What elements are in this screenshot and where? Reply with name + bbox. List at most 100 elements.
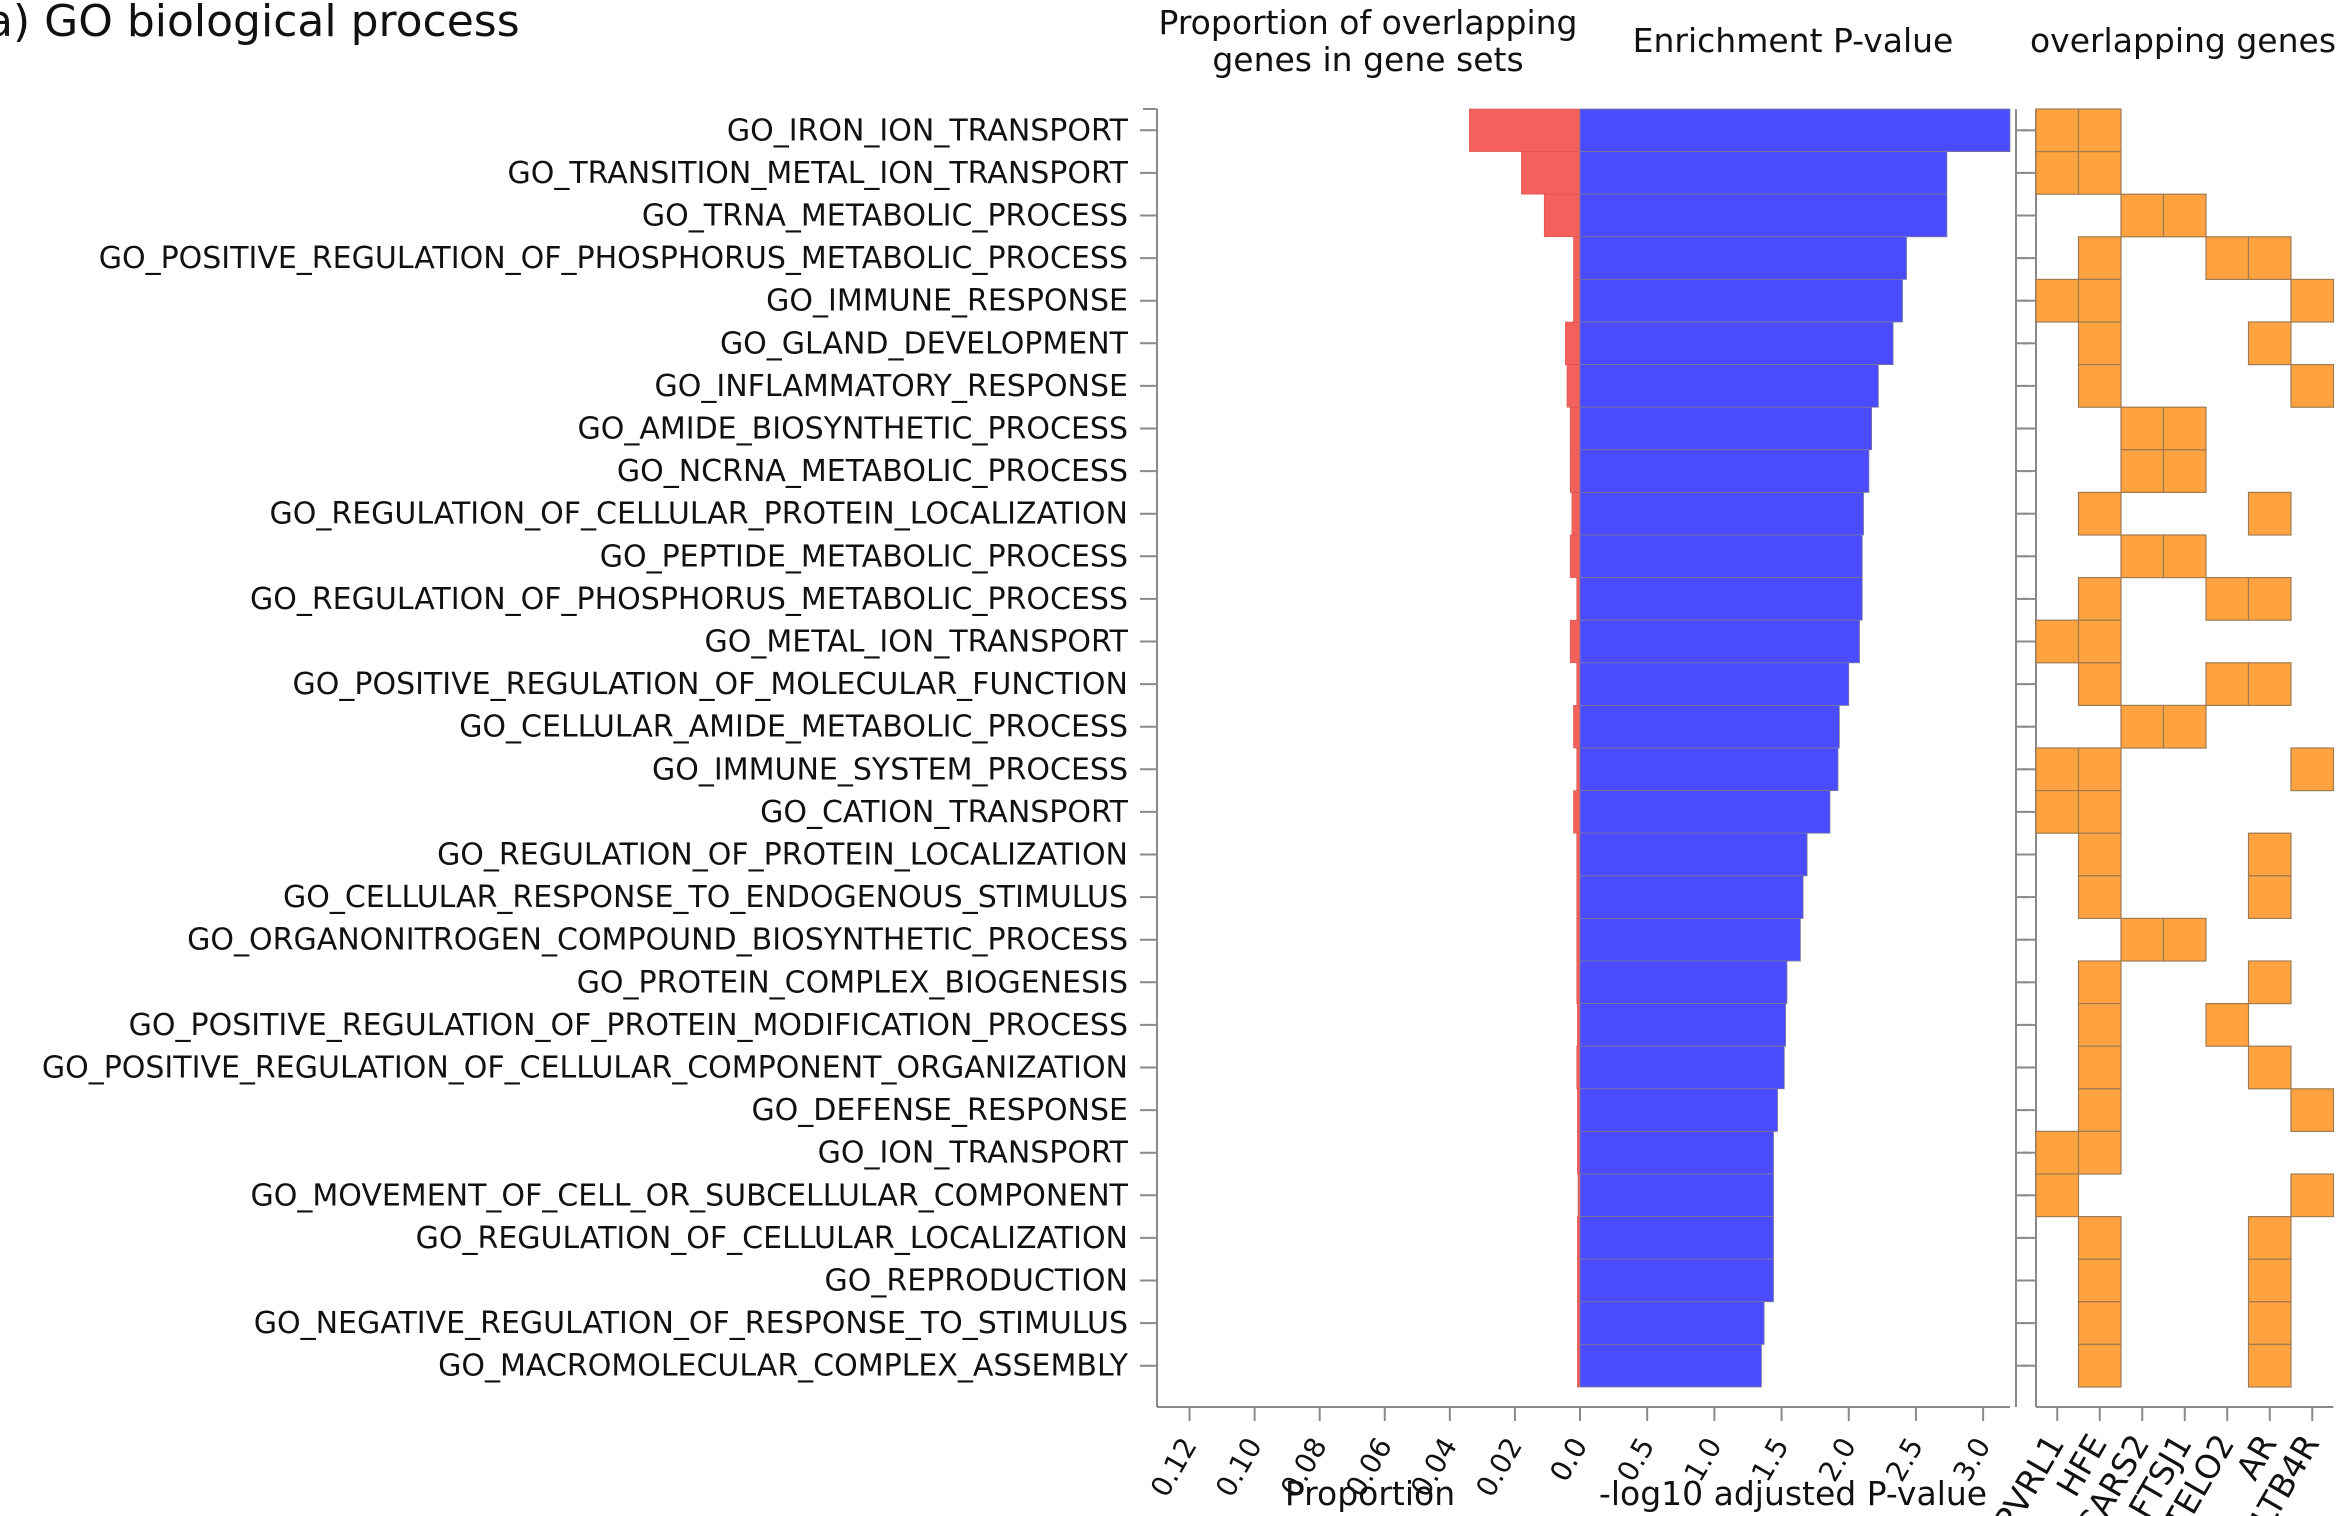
gene-overlap-cell xyxy=(2077,832,2122,877)
pvalue-bar xyxy=(1579,875,1804,919)
gene-overlap-cell xyxy=(2077,960,2122,1005)
pvalue-bar xyxy=(1579,1216,1774,1260)
gene-overlap-cell xyxy=(2035,1173,2080,1218)
proportion-bar xyxy=(1576,577,1581,621)
gene-overlap-cell xyxy=(2077,789,2122,834)
gene-overlap-cell xyxy=(2205,662,2250,706)
proportion-bar xyxy=(1576,875,1581,919)
gene-overlap-cell xyxy=(2077,1088,2122,1133)
gene-overlap-cell xyxy=(2247,1301,2292,1346)
gene-overlap-cell xyxy=(2162,193,2207,238)
proportion-bar xyxy=(1573,279,1581,323)
term-label: GO_CELLULAR_AMIDE_METABOLIC_PROCESS xyxy=(459,710,1128,745)
proportion-tick-label: 0.10 xyxy=(1209,1432,1269,1502)
pvalue-bar xyxy=(1579,1301,1765,1345)
proportion-bar xyxy=(1573,705,1581,749)
figure-title: a) GO biological process xyxy=(0,0,520,47)
pvalue-bar xyxy=(1579,534,1863,578)
gene-overlap-cell xyxy=(2247,832,2292,877)
gene-overlap-cell xyxy=(2247,1258,2292,1303)
term-label: GO_TRANSITION_METAL_ION_TRANSPORT xyxy=(507,156,1128,191)
term-label: GO_AMIDE_BIOSYNTHETIC_PROCESS xyxy=(577,412,1128,447)
term-label: GO_DEFENSE_RESPONSE xyxy=(751,1093,1128,1128)
term-label: GO_POSITIVE_REGULATION_OF_PHOSPHORUS_MET… xyxy=(99,241,1128,276)
pvalue-bar xyxy=(1579,1045,1785,1090)
gene-overlap-cell xyxy=(2120,406,2165,451)
proportion-bar xyxy=(1543,193,1581,238)
gene-overlap-cell xyxy=(2035,278,2080,323)
term-label: GO_REPRODUCTION xyxy=(825,1264,1128,1299)
proportion-bar xyxy=(1571,492,1581,536)
gene-overlap-cell xyxy=(2247,1215,2292,1260)
gene-overlap-cell xyxy=(2205,1002,2250,1047)
term-label: GO_INFLAMMATORY_RESPONSE xyxy=(655,369,1128,404)
proportion-bar xyxy=(1569,534,1581,578)
pvalue-bar xyxy=(1579,1003,1786,1047)
term-label: GO_NEGATIVE_REGULATION_OF_RESPONSE_TO_ST… xyxy=(254,1306,1128,1341)
gene-overlap-cell xyxy=(2247,576,2292,621)
gene-overlap-cell xyxy=(2077,491,2122,536)
term-label: GO_POSITIVE_REGULATION_OF_MOLECULAR_FUNC… xyxy=(293,667,1128,702)
gene-overlap-cell xyxy=(2247,236,2292,281)
gene-overlap-cell xyxy=(2162,534,2207,579)
gene-overlap-cell xyxy=(2077,576,2122,621)
term-label: GO_CATION_TRANSPORT xyxy=(760,795,1129,830)
pvalue-bar xyxy=(1579,619,1860,664)
gene-overlap-cell xyxy=(2077,1130,2122,1175)
gene-overlap-cell xyxy=(2162,406,2207,451)
proportion-bar xyxy=(1469,108,1581,152)
gene-overlap-cell xyxy=(2162,704,2207,749)
proportion-bar xyxy=(1566,364,1581,408)
pvalue-tick-label: 0.0 xyxy=(1543,1432,1594,1487)
gene-overlap-cell xyxy=(2077,1258,2122,1303)
pvalue-bar xyxy=(1579,151,1948,195)
pvalue-bar xyxy=(1579,1344,1762,1388)
gene-overlap-cell xyxy=(2077,747,2122,792)
gene-overlap-cell xyxy=(2247,960,2292,1005)
term-label: GO_MOVEMENT_OF_CELL_OR_SUBCELLULAR_COMPO… xyxy=(251,1178,1129,1213)
pvalue-axis-label: -log10 adjusted P-value xyxy=(1599,1474,1987,1513)
term-label: GO_POSITIVE_REGULATION_OF_PROTEIN_MODIFI… xyxy=(129,1008,1128,1043)
term-label: GO_PROTEIN_COMPLEX_BIOGENESIS xyxy=(577,965,1128,1000)
pvalue-bar xyxy=(1579,747,1839,791)
pvalue-bar xyxy=(1579,960,1788,1004)
proportion-bar xyxy=(1576,832,1581,877)
gene-overlap-cell xyxy=(2120,449,2165,493)
gene-overlap-cell xyxy=(2247,491,2292,536)
gene-overlap-cell xyxy=(2290,1088,2335,1133)
gene-overlap-cell xyxy=(2120,917,2165,962)
term-label: GO_REGULATION_OF_PHOSPHORUS_METABOLIC_PR… xyxy=(250,582,1128,617)
proportion-bar xyxy=(1569,449,1581,493)
term-label: GO_ION_TRANSPORT xyxy=(818,1136,1129,1171)
term-label: GO_PEPTIDE_METABOLIC_PROCESS xyxy=(600,539,1128,574)
pvalue-bar xyxy=(1579,406,1872,451)
pvalue-bar xyxy=(1579,662,1850,706)
term-label: GO_REGULATION_OF_CELLULAR_LOCALIZATION xyxy=(416,1221,1128,1256)
pvalue-bar xyxy=(1579,278,1903,323)
gene-overlap-cell xyxy=(2290,747,2335,792)
term-label: GO_TRNA_METABOLIC_PROCESS xyxy=(642,199,1128,234)
pvalue-bar xyxy=(1579,193,1948,238)
pvalue-bar xyxy=(1579,790,1831,834)
term-label: GO_IMMUNE_SYSTEM_PROCESS xyxy=(652,752,1128,787)
proportion-bar xyxy=(1565,321,1581,365)
proportion-bar xyxy=(1573,236,1581,280)
gene-overlap-cell xyxy=(2290,278,2335,323)
gene-overlap-cell xyxy=(2077,364,2122,408)
gene-overlap-cell xyxy=(2120,193,2165,238)
gene-overlap-cell xyxy=(2035,108,2080,153)
pvalue-bar xyxy=(1579,1088,1778,1132)
gene-overlap-cell xyxy=(2120,704,2165,749)
term-label: GO_IRON_ION_TRANSPORT xyxy=(727,113,1129,148)
gene-overlap-cell xyxy=(2035,747,2080,792)
gene-overlap-cell xyxy=(2162,917,2207,962)
term-label: GO_CELLULAR_RESPONSE_TO_ENDOGENOUS_STIMU… xyxy=(283,880,1128,915)
proportion-bar xyxy=(1576,1045,1581,1090)
proportion-bar xyxy=(1573,790,1581,834)
gene-overlap-cell xyxy=(2077,662,2122,706)
gene-overlap-cell xyxy=(2162,449,2207,493)
gene-overlap-cell xyxy=(2247,875,2292,919)
term-label: GO_REGULATION_OF_CELLULAR_PROTEIN_LOCALI… xyxy=(269,497,1128,532)
term-label: GO_GLAND_DEVELOPMENT xyxy=(720,326,1129,361)
